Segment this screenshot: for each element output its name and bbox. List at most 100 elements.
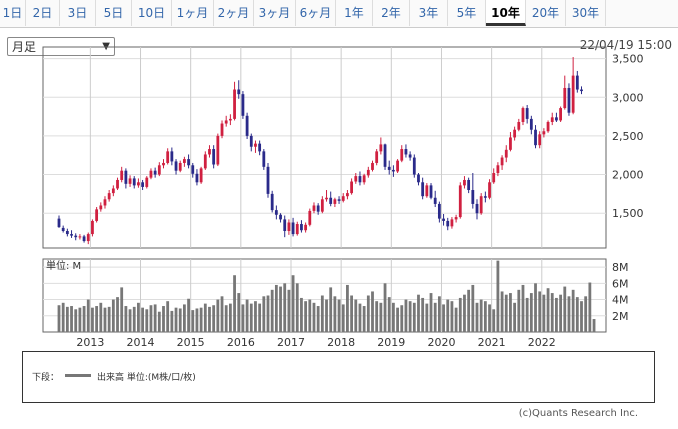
volume-bar [559, 294, 562, 332]
volume-bar [170, 310, 174, 332]
tab-9[interactable]: 1年 [336, 0, 373, 26]
volume-bar [404, 299, 408, 332]
candle-body [111, 188, 115, 194]
candle-body [241, 94, 245, 116]
candle-body [375, 151, 379, 163]
tab-0[interactable]: 1日 [0, 0, 26, 26]
candle-body [65, 230, 69, 235]
volume-bar [78, 307, 82, 332]
volume-bar [203, 303, 207, 332]
candle-body [488, 182, 491, 198]
candle-body [379, 144, 383, 152]
candle-body [162, 162, 165, 166]
volume-bar [86, 299, 90, 332]
candle-body [316, 205, 320, 212]
volume-bar [592, 319, 596, 332]
candle-body [371, 162, 374, 170]
tab-6[interactable]: 2ヶ月 [214, 0, 254, 26]
candle-body [463, 179, 466, 186]
volume-bar [233, 275, 236, 332]
candle-body [132, 178, 136, 186]
candle-body [429, 185, 433, 198]
candle-body [178, 162, 182, 171]
candle-body [107, 193, 111, 200]
price-volume-chart: 3,500 3,000 2,500 2,000 1,500 8M 6M 4M 2M 単位: M 20… [42, 46, 644, 349]
timestamp: 22/04/19 15:00 [579, 38, 672, 52]
volume-bar [274, 284, 278, 332]
candle-body [137, 182, 140, 186]
volume-bar [529, 293, 533, 332]
candle-body [529, 118, 533, 130]
volume-bar [463, 294, 466, 332]
price-tick-label: 2,000 [612, 169, 644, 182]
volume-bar [400, 305, 404, 332]
volume-bar [555, 297, 558, 332]
volume-bar [446, 299, 450, 332]
candle-body [308, 210, 312, 225]
volume-bar [571, 289, 575, 332]
candle-body [187, 159, 190, 166]
candle-body [320, 199, 324, 212]
candle-body [509, 137, 512, 150]
volume-bar [237, 293, 241, 332]
price-tick-label: 3,000 [612, 91, 644, 104]
volume-bar [588, 282, 592, 332]
volume-bar [488, 304, 491, 332]
candle-body [170, 151, 174, 162]
tab-11[interactable]: 3年 [410, 0, 448, 26]
tab-2[interactable]: 3日 [60, 0, 96, 26]
candle-body [153, 170, 157, 175]
volume-bar [450, 301, 454, 332]
volume-bar [521, 284, 525, 332]
volume-bar [513, 302, 517, 332]
volume-bar [580, 301, 583, 332]
candle-body [95, 209, 99, 221]
volume-bar [258, 303, 262, 332]
volume-bar [57, 305, 61, 332]
x-tick-label: 2020 [427, 336, 455, 349]
volume-bar [567, 296, 571, 332]
tab-8[interactable]: 6ヶ月 [296, 0, 336, 26]
volume-bar [538, 291, 542, 332]
volume-bar [417, 294, 420, 332]
volume-unit-label: 単位: M [46, 259, 81, 272]
candle-body [559, 108, 562, 121]
candle-body [337, 199, 341, 201]
candle-body [400, 149, 404, 161]
volume-bar [392, 302, 395, 332]
volume-bar [320, 295, 324, 332]
volume-bar [429, 293, 433, 332]
candle-body [567, 87, 571, 113]
x-tick-label: 2021 [478, 336, 506, 349]
candle-body [208, 149, 211, 155]
candle-body [555, 117, 558, 121]
x-tick-label: 2016 [227, 336, 255, 349]
candle-body [354, 176, 358, 182]
tab-3[interactable]: 5日 [96, 0, 132, 26]
tab-14[interactable]: 20年 [526, 0, 566, 26]
tab-12[interactable]: 5年 [448, 0, 486, 26]
tab-4[interactable]: 10日 [132, 0, 172, 26]
volume-bar [496, 260, 500, 332]
volume-bar [266, 295, 270, 332]
tab-10[interactable]: 2年 [373, 0, 410, 26]
price-panel [42, 46, 607, 249]
candle-body [128, 178, 132, 184]
tab-1[interactable]: 2日 [26, 0, 60, 26]
tab-5[interactable]: 1ヶ月 [172, 0, 214, 26]
candle-body [479, 196, 483, 214]
volume-bar [358, 303, 362, 332]
tab-13[interactable]: 10年 [486, 0, 526, 26]
volume-bar [149, 305, 153, 332]
candle-body [475, 203, 479, 214]
tab-7[interactable]: 3ヶ月 [254, 0, 296, 26]
candle-body [392, 169, 395, 172]
tab-15[interactable]: 30年 [566, 0, 606, 26]
candle-body [492, 173, 496, 183]
volume-bar [61, 302, 65, 332]
volume-bar [137, 302, 140, 332]
candle-body [254, 143, 257, 147]
volume-bar [153, 304, 157, 332]
volume-bar [483, 301, 487, 332]
candle-body [203, 154, 207, 169]
